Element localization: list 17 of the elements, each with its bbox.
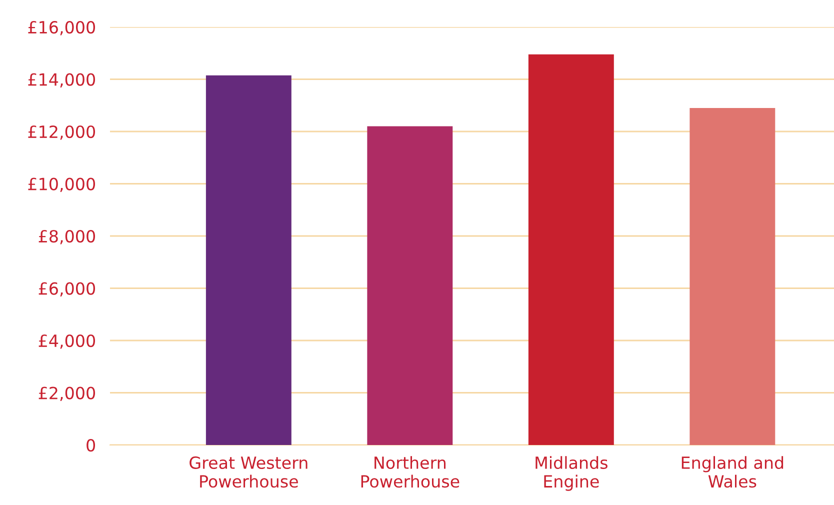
x-tick-label: Northern Powerhouse xyxy=(361,456,460,488)
x-tick-label: Great Western Powerhouse xyxy=(190,456,308,488)
y-tick-label: £14,000 xyxy=(28,73,96,88)
x-tick-label: England and Wales xyxy=(682,456,784,488)
y-tick-label: £12,000 xyxy=(28,125,96,140)
y-tick-label: £10,000 xyxy=(28,178,96,192)
y-tick-label: 0 xyxy=(86,438,96,452)
bar xyxy=(206,75,292,445)
y-tick-label: £6,000 xyxy=(38,282,96,297)
bar xyxy=(528,54,614,445)
x-tick-label: Midlands Engine xyxy=(536,456,608,491)
bar xyxy=(690,108,776,445)
y-tick-label: £8,000 xyxy=(38,230,96,244)
y-tick-label: £16,000 xyxy=(28,20,96,36)
y-tick-label: £4,000 xyxy=(38,334,96,349)
y-tick-label: £2,000 xyxy=(38,386,96,402)
bar xyxy=(367,126,453,445)
